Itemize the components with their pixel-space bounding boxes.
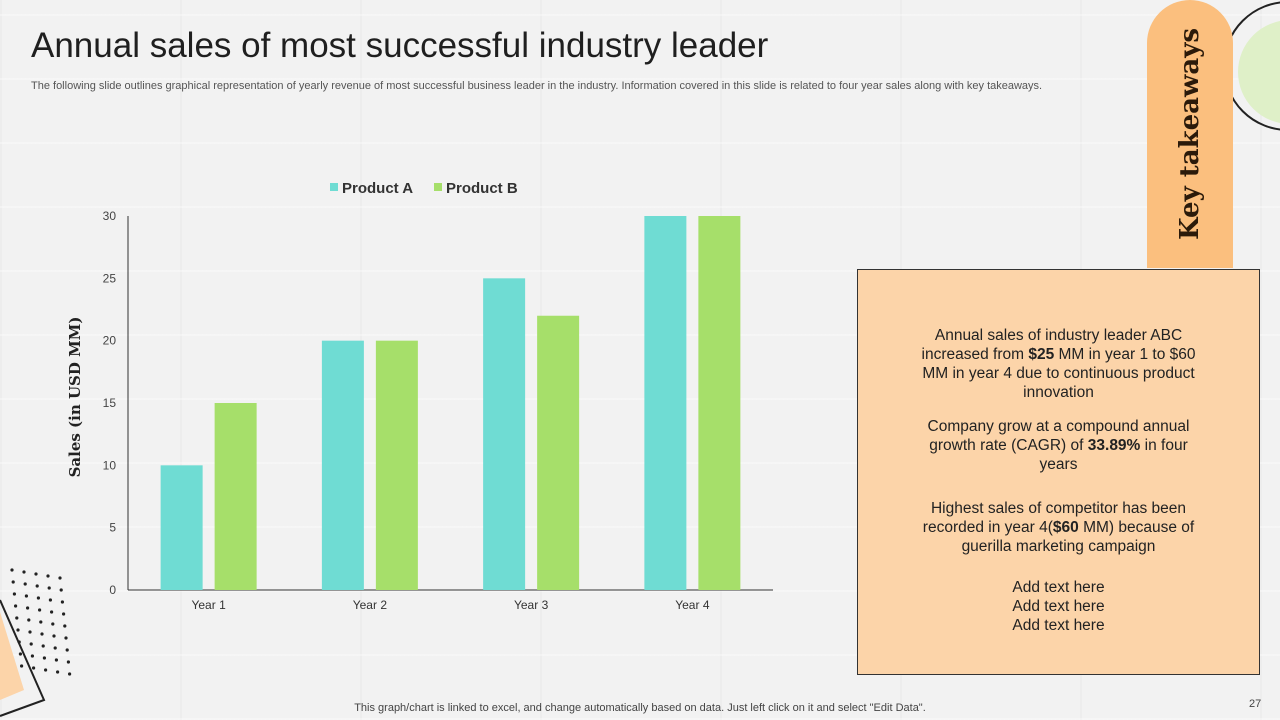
bar-product-b-year-4 [698, 216, 741, 590]
add-text-1: Add text here [1012, 579, 1105, 596]
takeaways-panel: Annual sales of industry leader ABC incr… [857, 269, 1260, 675]
x-tick-label: Year 1 [191, 598, 226, 612]
bar-product-a-year-1 [160, 465, 203, 590]
deco-dot-grid [10, 568, 72, 676]
legend-label: Product B [446, 180, 518, 197]
x-tick-label: Year 3 [514, 598, 549, 612]
page-number: 27 [1249, 698, 1262, 710]
y-axis-label: Sales (in USD MM) [66, 317, 84, 478]
x-tick-label: Year 2 [353, 598, 388, 612]
bar-product-b-year-3 [537, 315, 580, 590]
bar-product-a-year-4 [644, 216, 687, 590]
key-takeaways-tab [1147, 0, 1233, 268]
bar-product-b-year-2 [375, 340, 418, 590]
sales-bar-chart: 0 5 10 15 20 25 30 Sales (in USD MM) Year 1 Year … [66, 180, 773, 612]
slide-subtitle: The following slide outlines graphical r… [31, 80, 1043, 92]
y-tick-label: 0 [109, 583, 116, 597]
legend-label: Product A [342, 180, 413, 197]
footer-note: This graph/chart is linked to excel, and… [354, 702, 926, 714]
y-tick-label: 10 [103, 458, 117, 472]
deco-outline-shape [0, 599, 46, 717]
bar-product-a-year-3 [483, 278, 526, 590]
add-text-3: Add text here [1012, 617, 1105, 634]
y-tick-label: 15 [103, 396, 117, 410]
legend-swatch [330, 183, 338, 191]
y-tick-label: 25 [103, 271, 117, 285]
key-takeaways-label: Key takeaways [1175, 28, 1205, 240]
takeaway-1: Annual sales of industry leader ABC incr… [921, 327, 1196, 401]
bar-product-b-year-1 [214, 403, 257, 590]
takeaway-2: Company grow at a compound annual growth… [927, 418, 1190, 473]
takeaway-3: Highest sales of competitor has been rec… [922, 500, 1195, 555]
x-tick-label: Year 4 [675, 598, 710, 612]
legend-swatch [434, 183, 442, 191]
y-tick-label: 30 [103, 209, 117, 223]
slide-title: Annual sales of most successful industry… [31, 26, 769, 65]
add-text-2: Add text here [1012, 598, 1105, 615]
y-tick-label: 20 [103, 334, 117, 348]
bar-product-a-year-2 [321, 340, 364, 590]
deco-green-circle [1238, 20, 1280, 124]
deco-peach-shape [0, 612, 24, 700]
y-tick-label: 5 [109, 521, 116, 535]
